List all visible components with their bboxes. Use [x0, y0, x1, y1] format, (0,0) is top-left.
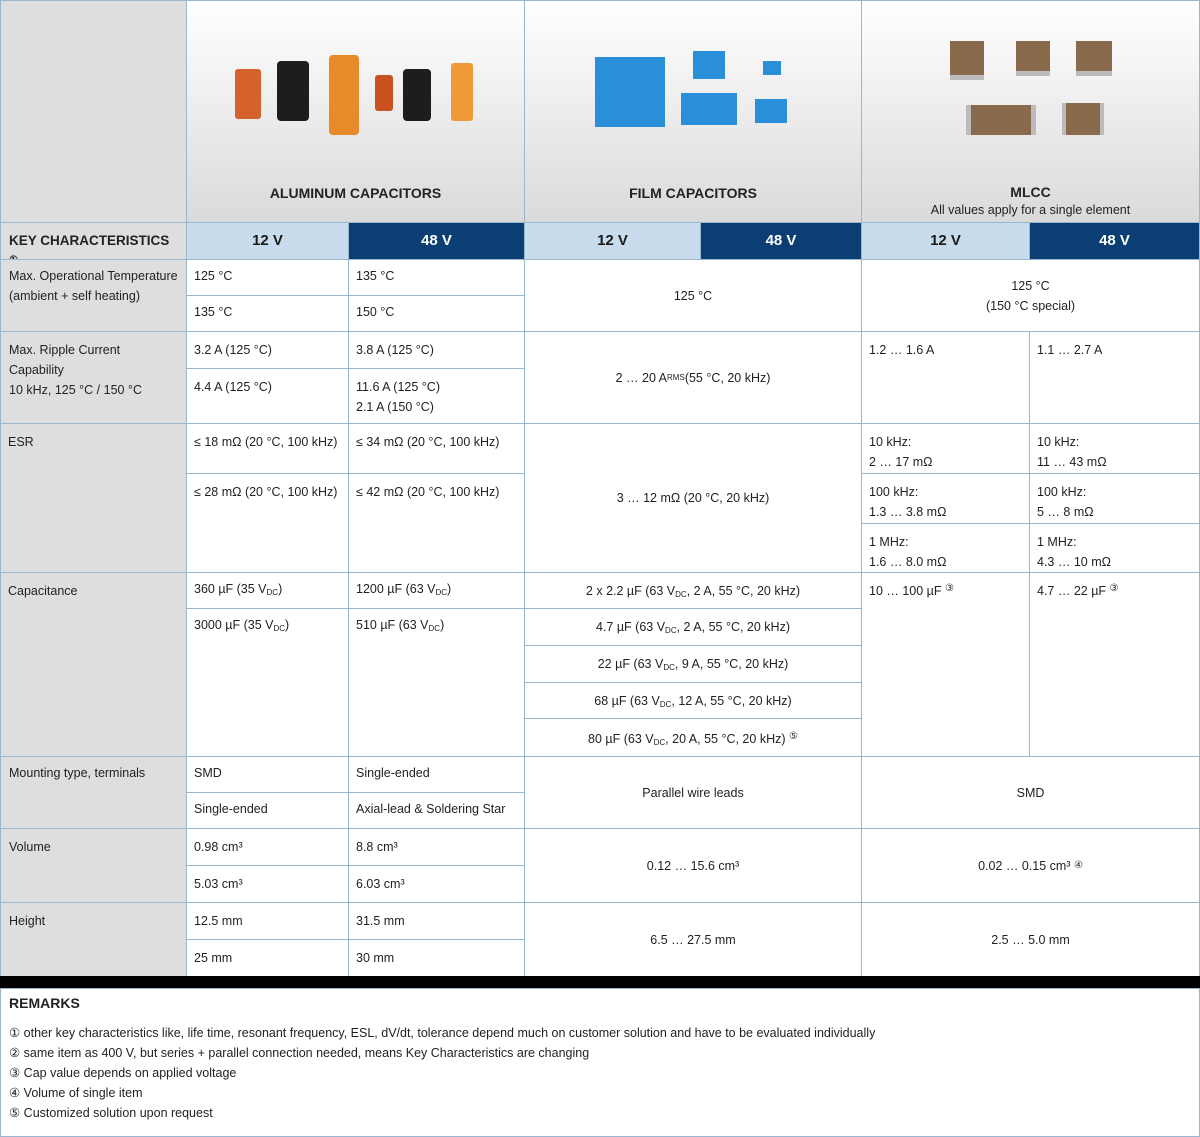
cell: Single-ended [186, 792, 349, 829]
footnote-3: ③ [1109, 583, 1119, 594]
cell: 1.1 … 2.7 A [1029, 331, 1200, 424]
cell: 10 … 100 µF ③ [861, 572, 1030, 757]
cell: 11.6 A (125 °C) 2.1 A (150 °C) [348, 368, 525, 424]
cell: 0.02 … 0.15 cm³ ④ [861, 828, 1200, 903]
remark-item: ④ Volume of single item [9, 1086, 143, 1100]
footnote-3: ③ [945, 583, 954, 594]
cell: ≤ 34 mΩ (20 °C, 100 kHz) [348, 423, 525, 474]
cell: 135 °C [186, 295, 349, 332]
remarks-title: REMARKS [9, 995, 80, 1011]
row-label-volume: Volume [0, 828, 187, 903]
cell: 125 °C [524, 259, 862, 332]
cell: 30 mm [348, 939, 525, 977]
key-characteristics-label: KEY CHARACTERISTICS ① [0, 222, 187, 266]
cell: Single-ended [348, 756, 525, 793]
mlcc-12v-header: 12 V [861, 222, 1030, 260]
divider-bar [0, 976, 1200, 988]
cell: Parallel wire leads [524, 756, 862, 829]
cell: 4.4 A (125 °C) [186, 368, 349, 424]
cell: 3000 µF (35 VDC) [186, 608, 349, 757]
cell: 1200 µF (63 VDC) [348, 572, 525, 609]
mlcc-title: MLCC [1010, 184, 1051, 200]
cell: 68 µF (63 VDC, 12 A, 55 °C, 20 kHz) [524, 682, 862, 719]
cell: 100 kHz: 1.3 … 3.8 mΩ [861, 473, 1030, 524]
cell: ≤ 18 mΩ (20 °C, 100 kHz) [186, 423, 349, 474]
cell: 0.98 cm³ [186, 828, 349, 866]
cell: 3.8 A (125 °C) [348, 331, 525, 369]
cell: 4.7 µF (63 VDC, 2 A, 55 °C, 20 kHz) [524, 608, 862, 646]
cell: 8.8 cm³ [348, 828, 525, 866]
remark-item: ⑤ Customized solution upon request [9, 1106, 213, 1120]
film-title: FILM CAPACITORS [629, 185, 757, 201]
cell: 10 kHz: 11 … 43 mΩ [1029, 423, 1200, 474]
cell: 25 mm [186, 939, 349, 977]
film-header: FILM CAPACITORS [524, 0, 862, 223]
cell: 0.12 … 15.6 cm³ [524, 828, 862, 903]
film-48v-header: 48 V [700, 222, 862, 260]
remark-item: ③ Cap value depends on applied voltage [9, 1066, 237, 1080]
footnote-4: ④ [1073, 859, 1083, 871]
cell: 5.03 cm³ [186, 865, 349, 903]
cell: 31.5 mm [348, 902, 525, 940]
aluminum-header: ALUMINUM CAPACITORS [186, 0, 525, 223]
mlcc-48v-header: 48 V [1029, 222, 1200, 260]
cell: SMD [861, 756, 1200, 829]
row-label-ripple: Max. Ripple Current Capability 10 kHz, 12… [0, 331, 187, 424]
footnote-5: ⑤ [789, 731, 798, 742]
cell: 135 °C [348, 259, 525, 296]
cell: 100 kHz: 5 … 8 mΩ [1029, 473, 1200, 524]
corner-cell [0, 0, 187, 223]
remark-item: ② same item as 400 V, but series + paral… [9, 1046, 590, 1060]
cell: 125 °C (150 °C special) [861, 259, 1200, 332]
cell: ≤ 28 mΩ (20 °C, 100 kHz) [186, 473, 349, 573]
capacitor-image-film [595, 51, 795, 141]
remarks-section: REMARKS ① other key characteristics like… [0, 988, 1200, 1137]
cell: 2.5 … 5.0 mm [861, 902, 1200, 977]
cell: 80 µF (63 VDC, 20 A, 55 °C, 20 kHz) ⑤ [524, 718, 862, 757]
cell: 150 °C [348, 295, 525, 332]
cell: 510 µF (63 VDC) [348, 608, 525, 757]
cell: 12.5 mm [186, 902, 349, 940]
cell: 1 MHz: 1.6 … 8.0 mΩ [861, 523, 1030, 573]
alu-48v-header: 48 V [348, 222, 525, 260]
capacitor-image-mlcc [950, 41, 1120, 141]
cell: 3 … 12 mΩ (20 °C, 20 kHz) [524, 423, 862, 573]
mlcc-header: MLCC All values apply for a single eleme… [861, 0, 1200, 223]
cell: 2 x 2.2 µF (63 VDC, 2 A, 55 °C, 20 kHz) [524, 572, 862, 609]
cell: 3.2 A (125 °C) [186, 331, 349, 369]
remark-item: ① other key characteristics like, life t… [9, 1026, 876, 1040]
cell: 6.5 … 27.5 mm [524, 902, 862, 977]
cell: ≤ 42 mΩ (20 °C, 100 kHz) [348, 473, 525, 573]
cell: SMD [186, 756, 349, 793]
cell: 22 µF (63 VDC, 9 A, 55 °C, 20 kHz) [524, 645, 862, 683]
mlcc-note: All values apply for a single element [930, 203, 1131, 217]
capacitor-image-aluminum [235, 55, 475, 151]
row-label-height: Height [0, 902, 187, 977]
cell: 1.2 … 1.6 A [861, 331, 1030, 424]
row-label-mounting: Mounting type, terminals [0, 756, 187, 829]
cell: 2 … 20 A RMS (55 °C, 20 kHz) [524, 331, 862, 424]
alu-12v-header: 12 V [186, 222, 349, 260]
cell: 1 MHz: 4.3 … 10 mΩ [1029, 523, 1200, 573]
cell: 125 °C [186, 259, 349, 296]
cell: Axial-lead & Soldering Star [348, 792, 525, 829]
row-label-capacitance: Capacitance [0, 572, 187, 757]
row-label-temperature: Max. Operational Temperature (ambient + … [0, 259, 187, 332]
cell: 360 µF (35 VDC) [186, 572, 349, 609]
cell: 6.03 cm³ [348, 865, 525, 903]
film-12v-header: 12 V [524, 222, 701, 260]
cell: 10 kHz: 2 … 17 mΩ [861, 423, 1030, 474]
aluminum-title: ALUMINUM CAPACITORS [269, 185, 442, 201]
row-label-esr: ESR [0, 423, 187, 573]
cell: 4.7 … 22 µF ③ [1029, 572, 1200, 757]
